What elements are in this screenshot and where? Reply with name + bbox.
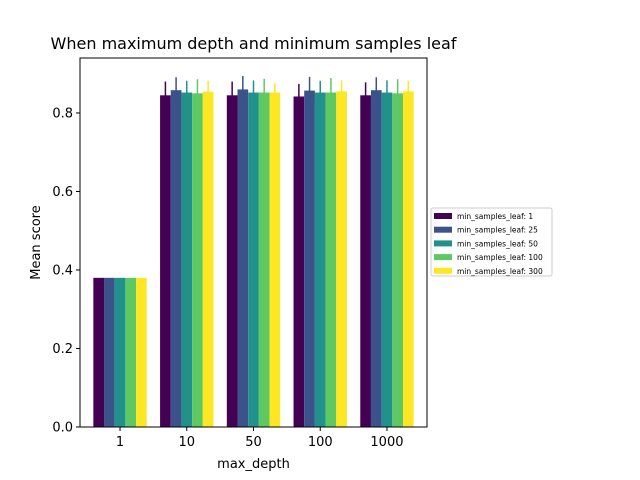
bar	[202, 91, 214, 427]
bar	[192, 93, 203, 428]
bar	[136, 277, 147, 427]
y-axis-ticks: 0.0 0.2 0.4 0.6 0.8	[52, 106, 80, 436]
legend-entry: min_samples_leaf: 300	[457, 267, 543, 276]
bar	[93, 277, 105, 427]
bar	[360, 95, 371, 428]
x-tick-label: 50	[245, 435, 262, 450]
chart-title: When maximum depth and minimum samples l…	[51, 34, 457, 53]
legend-swatch	[434, 240, 452, 247]
x-tick-label: 1000	[370, 435, 403, 450]
bar	[402, 91, 414, 428]
bar	[248, 92, 259, 427]
x-axis-label: max_depth	[217, 457, 290, 472]
y-tick-label: 0.6	[52, 185, 73, 200]
y-tick-label: 0.0	[52, 421, 73, 436]
legend-entry: min_samples_leaf: 25	[457, 226, 538, 235]
bar	[325, 92, 337, 427]
bar	[125, 277, 137, 427]
bar	[304, 90, 315, 428]
bar	[392, 93, 403, 428]
legend-entry: min_samples_leaf: 1	[457, 212, 533, 221]
legend: min_samples_leaf: 1 min_samples_leaf: 25 m…	[430, 207, 553, 277]
x-tick-label: 100	[308, 435, 333, 450]
bars-group	[93, 89, 414, 428]
bar	[181, 92, 193, 427]
y-axis-label: Mean score	[29, 205, 44, 279]
bar	[370, 90, 382, 427]
legend-swatch	[434, 226, 452, 233]
legend-entry: min_samples_leaf: 100	[457, 253, 543, 262]
y-tick-label: 0.2	[52, 342, 73, 357]
error-bars-group	[164, 76, 410, 110]
bar	[170, 90, 182, 427]
bar	[314, 92, 326, 427]
y-tick-label: 0.4	[52, 263, 73, 278]
bar	[114, 277, 126, 427]
y-tick-label: 0.8	[52, 106, 73, 121]
bar	[381, 92, 393, 427]
legend-entry: min_samples_leaf: 50	[457, 239, 538, 248]
bar	[293, 96, 305, 427]
bar	[269, 92, 281, 427]
legend-frame	[430, 207, 553, 277]
legend-swatch	[434, 267, 452, 274]
bar	[237, 89, 249, 427]
x-tick-label: 10	[178, 435, 195, 450]
legend-swatch	[434, 213, 452, 219]
bar	[258, 92, 270, 427]
x-tick-label: 1	[116, 435, 124, 450]
bar	[104, 277, 115, 427]
bar	[160, 95, 171, 428]
bar	[336, 91, 347, 428]
legend-swatch	[434, 254, 452, 261]
bar	[226, 95, 238, 428]
x-axis-ticks: 1 10 50 100 1000	[116, 427, 404, 450]
